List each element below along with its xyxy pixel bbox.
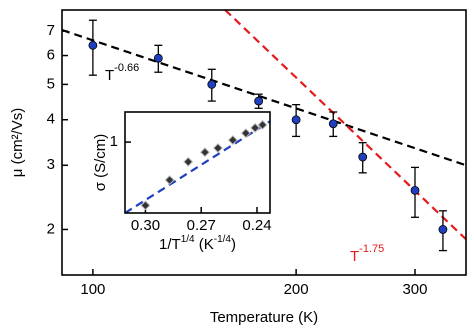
y-axis-label: μ (cm²/Vs) <box>9 108 26 177</box>
fit-line <box>224 10 466 241</box>
data-point <box>153 53 163 63</box>
x-tick-label: 100 <box>80 281 105 298</box>
data-point <box>291 115 301 125</box>
plot-frame <box>124 111 271 214</box>
data-point <box>207 80 217 89</box>
x-tick-label: 0.27 <box>187 217 216 234</box>
label-part: 1/T <box>159 236 181 253</box>
data-point <box>438 225 448 234</box>
data-point <box>164 175 175 186</box>
label-part: ) <box>231 236 236 253</box>
x-tick-label: 200 <box>284 281 309 298</box>
plot-frame <box>61 9 467 276</box>
fit-annotation: T-0.66 <box>105 62 139 84</box>
data-point <box>183 156 194 167</box>
fit-annotation: T-1.75 <box>350 243 384 265</box>
x-tick-label: 0.24 <box>242 217 271 234</box>
data-point <box>212 143 223 153</box>
annotation-base: T <box>350 248 359 265</box>
data-point <box>227 135 238 146</box>
y-tick-label: 7 <box>47 22 55 39</box>
fit-line <box>62 28 466 167</box>
annotation-exponent: -1.75 <box>359 243 384 255</box>
y-tick-label: 2 <box>47 220 55 237</box>
x-axis-label: Temperature (K) <box>210 309 318 326</box>
data-point <box>254 96 264 106</box>
y-tick-label: 6 <box>47 47 55 64</box>
y-tick-label: 1 <box>110 133 118 150</box>
data-point <box>410 185 420 195</box>
annotation-exponent: -0.66 <box>114 62 139 74</box>
y-tick-label: 4 <box>47 111 55 128</box>
superscript: -1/4 <box>214 234 232 245</box>
x-tick-label: 0.30 <box>131 217 160 234</box>
data-point <box>199 147 210 158</box>
inset-background <box>125 112 270 213</box>
data-point <box>88 40 98 50</box>
y-tick-label: 5 <box>47 75 55 92</box>
fit-line <box>125 120 270 213</box>
data-point <box>250 122 261 133</box>
x-tick-label: 300 <box>402 281 427 298</box>
y-axis-label: σ (S/cm) <box>92 134 109 192</box>
data-point <box>328 119 338 129</box>
data-point <box>140 200 151 211</box>
label-part: (K <box>195 236 214 253</box>
superscript: 1/4 <box>181 234 195 245</box>
annotation-base: T <box>105 67 114 84</box>
data-point <box>358 152 368 162</box>
data-point <box>240 128 251 139</box>
y-tick-label: 3 <box>47 156 55 173</box>
x-axis-label: 1/T1/4 (K-1/4) <box>159 234 236 253</box>
data-point <box>257 119 268 130</box>
